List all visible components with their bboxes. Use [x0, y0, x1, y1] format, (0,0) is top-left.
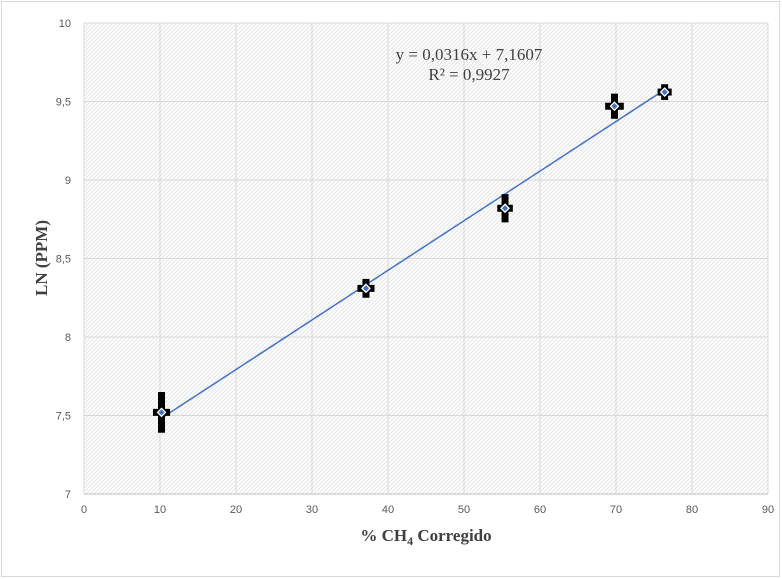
data-point — [605, 93, 624, 119]
y-tick-label: 9,5 — [56, 97, 71, 109]
x-tick-label: 40 — [382, 504, 394, 516]
y-tick-label: 10 — [59, 18, 71, 30]
x-axis-title-subscript: 4 — [407, 534, 413, 548]
gridlines — [83, 22, 769, 495]
data-point — [497, 194, 513, 223]
data-point — [657, 84, 672, 100]
point-marker — [609, 101, 620, 112]
x-tick-label: 80 — [686, 504, 698, 516]
point-marker — [361, 283, 371, 294]
trendline-line — [161, 89, 666, 419]
x-tick-label: 20 — [230, 504, 242, 516]
x-tick-label: 50 — [458, 504, 470, 516]
x-tick-label: 30 — [306, 504, 318, 516]
x-tick-label: 0 — [81, 504, 87, 516]
data-points — [152, 84, 672, 433]
data-point — [152, 391, 171, 433]
point-marker — [659, 87, 670, 97]
y-tick-label: 8,5 — [56, 254, 71, 266]
x-tick-label: 70 — [610, 504, 622, 516]
data-point — [357, 278, 375, 298]
point-marker — [500, 203, 510, 214]
y-tick-label: 9 — [65, 175, 71, 187]
x-axis-ticks: 0 10 20 30 40 50 60 70 80 90 — [81, 504, 774, 516]
y-tick-label: 7,5 — [56, 411, 71, 423]
r-squared-label: R² = 0,9927 — [428, 65, 510, 84]
y-tick-label: 7 — [65, 489, 71, 501]
x-tick-label: 10 — [154, 504, 166, 516]
x-axis-title-suffix: Corregido — [413, 526, 492, 545]
trendline — [161, 89, 666, 419]
trendline-equation: y = 0,0316x + 7,1607 — [396, 45, 543, 64]
y-tick-label: 8 — [65, 332, 71, 344]
x-axis-title: % CH4 Corregido — [360, 526, 491, 548]
y-axis-title: LN (PPM) — [32, 220, 51, 296]
x-tick-label: 60 — [534, 504, 546, 516]
y-axis-ticks: 7 7,5 8 8,5 9 9,5 10 — [56, 18, 71, 501]
point-marker — [156, 407, 167, 418]
x-axis-title-prefix: % CH — [360, 526, 407, 545]
x-tick-label: 90 — [762, 504, 774, 516]
